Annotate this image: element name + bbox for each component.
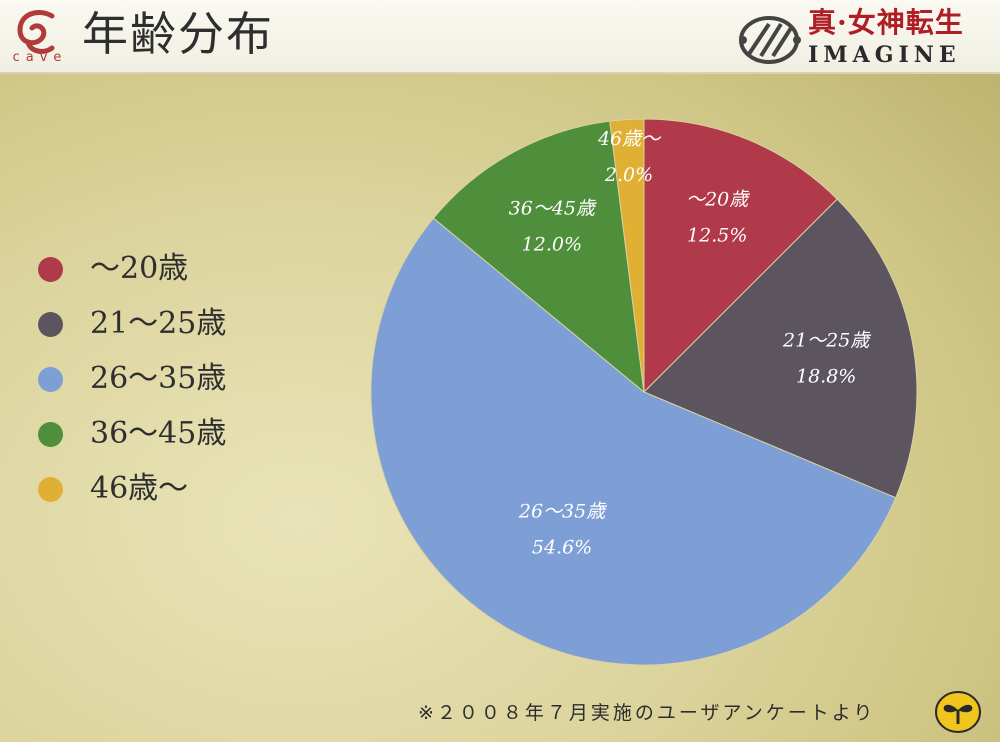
- game-title-en: IMAGINE: [808, 42, 961, 68]
- slice-value-label: 54.6%: [532, 536, 592, 558]
- survey-footnote: ※２００８年７月実施のユーザアンケートより: [418, 702, 876, 724]
- game-emblem-icon: [739, 16, 801, 64]
- legend-marker: [38, 312, 63, 337]
- pie-slice: [643, 198, 918, 499]
- slice-value-label: 18.8%: [796, 365, 856, 387]
- legend-label: ～20歳: [90, 251, 189, 286]
- legend-marker: [38, 422, 63, 447]
- slice-category-label: 21～25歳: [782, 329, 871, 351]
- pie-slice: [370, 217, 897, 666]
- slice-category-label: 26～35歳: [518, 500, 607, 522]
- legend-label: 26～35歳: [90, 361, 227, 396]
- cave-logo-icon: [17, 10, 55, 54]
- game-title-jp: 真·女神転生: [808, 6, 964, 39]
- pie-chart: ～20歳 12.5% 21～25歳 18.8% 26～35歳 54.6% 36～45歳 12.…: [370, 118, 918, 666]
- pie-slice: [643, 118, 838, 394]
- slide-header: cave 年齢分布 真·女神転生 IMAGINE: [0, 0, 1000, 74]
- page-title: 年齢分布: [82, 7, 274, 61]
- slice-category-label: ～20歳: [686, 188, 750, 210]
- pie-slice: [432, 120, 645, 394]
- slice-value-label: 12.0%: [522, 234, 582, 256]
- pie-slice: [609, 118, 645, 393]
- slice-category-label: 36～45歳: [509, 198, 597, 220]
- slice-value-label: 2.0%: [604, 164, 653, 186]
- legend-marker: [38, 477, 63, 502]
- legend-label: 46歳～: [90, 471, 189, 506]
- legend-label: 21～25歳: [90, 306, 227, 341]
- legend-marker: [38, 367, 63, 392]
- company-logo-text: cave: [12, 50, 68, 65]
- slice-value-label: 12.5%: [687, 224, 747, 246]
- legend-label: 36～45歳: [90, 416, 227, 451]
- sprout-badge-icon: [935, 691, 981, 733]
- legend-marker: [38, 257, 63, 282]
- slice-category-label: 46歳～: [597, 128, 662, 150]
